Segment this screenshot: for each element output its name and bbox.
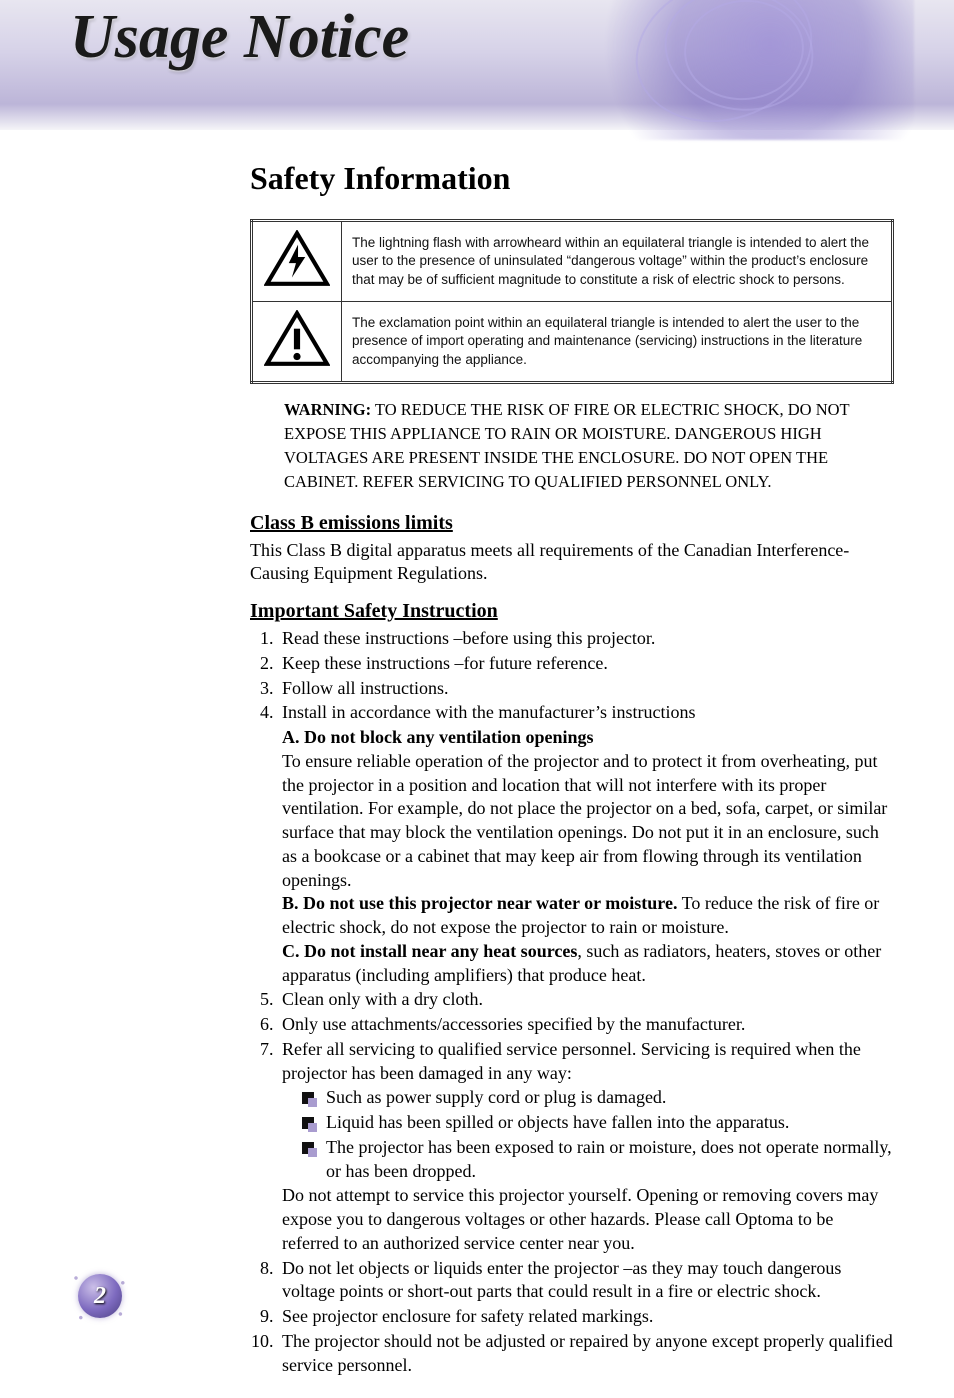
- badge-orb: 2: [78, 1274, 122, 1318]
- content-area: Safety Information The lightning flash w…: [0, 130, 954, 1398]
- li4-lead: Install in accordance with the manufactu…: [282, 702, 696, 722]
- list-item: See projector enclosure for safety relat…: [278, 1305, 894, 1329]
- list-item: Refer all servicing to qualified service…: [278, 1038, 894, 1256]
- list-item: Follow all instructions.: [278, 677, 894, 701]
- exclaim-symbol-cell: [252, 302, 342, 383]
- li7-tail: Do not attempt to service this projector…: [282, 1184, 894, 1255]
- warning-paragraph: WARNING: TO REDUCE THE RISK OF FIRE OR E…: [284, 398, 894, 494]
- li4b-label: B. Do not use this projector near water …: [282, 893, 677, 913]
- symbol-table: The lightning flash with arrowheard with…: [250, 219, 894, 384]
- table-row: The lightning flash with arrowheard with…: [252, 221, 893, 302]
- lightning-symbol-cell: [252, 221, 342, 302]
- warning-label: WARNING:: [284, 400, 371, 419]
- class-b-heading: Class B emissions limits: [250, 512, 894, 535]
- table-row: The exclamation point within an equilate…: [252, 302, 893, 383]
- list-item: Do not let objects or liquids enter the …: [278, 1257, 894, 1305]
- exclaim-symbol-text: The exclamation point within an equilate…: [342, 302, 893, 383]
- list-item: The projector has been exposed to rain o…: [302, 1136, 894, 1184]
- lightning-triangle-icon: [264, 230, 330, 288]
- list-item: Clean only with a dry cloth.: [278, 988, 894, 1012]
- safety-instruction-list: Read these instructions –before using th…: [250, 627, 894, 1377]
- li7-bullet-list: Such as power supply cord or plug is dam…: [282, 1086, 894, 1183]
- list-item: Keep these instructions –for future refe…: [278, 652, 894, 676]
- list-item: Install in accordance with the manufactu…: [278, 701, 894, 987]
- list-item: Only use attachments/accessories specifi…: [278, 1013, 894, 1037]
- li4c-label: C. Do not install near any heat sources: [282, 941, 577, 961]
- safety-heading: Important Safety Instruction: [250, 600, 894, 623]
- class-b-text: This Class B digital apparatus meets all…: [250, 539, 894, 587]
- page-number: 2: [94, 1283, 106, 1310]
- li7-lead: Refer all servicing to qualified service…: [282, 1039, 861, 1083]
- li4a-text: To ensure reliable operation of the proj…: [282, 750, 894, 893]
- page-title: Usage Notice: [70, 2, 409, 73]
- list-item: Such as power supply cord or plug is dam…: [302, 1086, 894, 1110]
- exclaim-triangle-icon: [264, 310, 330, 368]
- li4-subblock: A. Do not block any ventilation openings…: [282, 726, 894, 987]
- header-band: Usage Notice: [0, 0, 954, 130]
- lightning-symbol-text: The lightning flash with arrowheard with…: [342, 221, 893, 302]
- list-item: Read these instructions –before using th…: [278, 627, 894, 651]
- page-number-badge: 2: [70, 1266, 130, 1326]
- list-item: Liquid has been spilled or objects have …: [302, 1111, 894, 1135]
- li4a-label: A. Do not block any ventilation openings: [282, 727, 594, 747]
- section-title: Safety Information: [250, 160, 894, 197]
- header-decor-glow: [554, 0, 914, 140]
